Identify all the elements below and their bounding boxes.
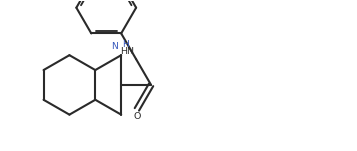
Text: H: H (122, 40, 129, 49)
Text: HN: HN (120, 47, 134, 56)
Text: O: O (133, 112, 141, 121)
Text: N: N (111, 42, 118, 51)
